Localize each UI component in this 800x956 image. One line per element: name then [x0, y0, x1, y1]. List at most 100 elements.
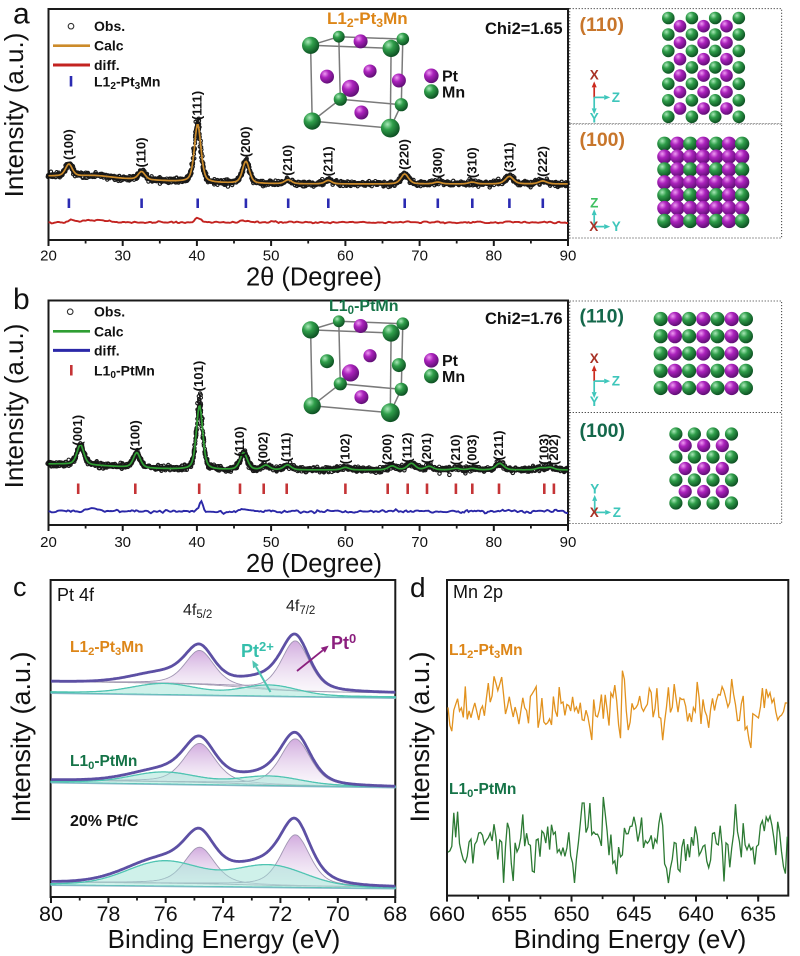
svg-text:Calc: Calc — [94, 323, 124, 339]
svg-text:(110): (110) — [580, 14, 624, 36]
svg-text:Chi2=1.76: Chi2=1.76 — [485, 310, 563, 328]
svg-text:(111): (111) — [279, 433, 294, 462]
svg-text:Z: Z — [612, 90, 620, 105]
svg-text:diff.: diff. — [94, 342, 120, 358]
svg-text:Mn: Mn — [442, 85, 465, 102]
svg-text:(002): (002) — [256, 432, 271, 463]
svg-text:Pt: Pt — [442, 353, 459, 370]
svg-text:(202): (202) — [546, 434, 561, 465]
svg-text:660: 660 — [429, 902, 465, 926]
svg-text:70: 70 — [411, 534, 428, 551]
svg-text:90: 90 — [560, 248, 577, 265]
svg-text:Pt0​: Pt0​ — [331, 631, 356, 653]
svg-text:(110): (110) — [580, 306, 624, 328]
svg-text:645: 645 — [616, 902, 652, 926]
svg-text:80: 80 — [485, 248, 502, 265]
svg-text:635: 635 — [740, 902, 776, 926]
svg-text:(210): (210) — [280, 145, 295, 176]
svg-text:(101): (101) — [191, 361, 206, 392]
svg-text:70: 70 — [326, 902, 350, 926]
svg-text:Mn: Mn — [442, 369, 465, 386]
svg-text:20: 20 — [40, 248, 57, 265]
svg-text:(220): (220) — [397, 139, 412, 170]
svg-text:90: 90 — [560, 534, 577, 551]
svg-text:655: 655 — [491, 902, 527, 926]
svg-text:(310): (310) — [464, 147, 479, 178]
svg-text:Intensity (a.u.): Intensity (a.u.) — [0, 33, 29, 198]
svg-text:(103): (103) — [536, 434, 551, 465]
svg-text:Y: Y — [590, 394, 599, 409]
svg-text:(100): (100) — [127, 420, 142, 451]
svg-text:d: d — [410, 572, 426, 603]
svg-text:78: 78 — [96, 902, 120, 926]
svg-text:X: X — [590, 505, 599, 520]
svg-text:40: 40 — [189, 534, 206, 551]
svg-text:L12​-Pt3​Mn: L12​-Pt3​Mn — [327, 9, 408, 30]
svg-text:Z: Z — [612, 374, 620, 389]
svg-text:(112): (112) — [400, 433, 415, 463]
svg-text:Pt2+​: Pt2+​ — [241, 639, 274, 661]
svg-text:Chi2=1.65: Chi2=1.65 — [485, 20, 563, 38]
svg-text:X: X — [590, 351, 599, 366]
svg-text:640: 640 — [678, 902, 714, 926]
svg-text:4f7/2​: 4f7/2​ — [286, 598, 315, 617]
svg-text:(210): (210) — [448, 435, 463, 466]
svg-text:Intensity (a.u.): Intensity (a.u.) — [405, 651, 435, 822]
svg-text:(102): (102) — [337, 434, 352, 465]
svg-text:Z: Z — [590, 196, 598, 211]
svg-text:(222): (222) — [535, 146, 550, 177]
svg-text:50: 50 — [263, 248, 280, 265]
svg-text:L12​-Pt3​Mn: L12​-Pt3​Mn — [449, 642, 523, 661]
svg-text:Z: Z — [613, 505, 621, 520]
svg-text:L10​-PtMn: L10​-PtMn — [449, 781, 516, 800]
svg-text:4f5/2​: 4f5/2​ — [183, 602, 212, 621]
svg-text:Pt 4f: Pt 4f — [57, 585, 95, 605]
svg-text:(200): (200) — [380, 434, 395, 465]
svg-text:Obs.: Obs. — [94, 18, 125, 34]
svg-text:L10​-PtMn: L10​-PtMn — [70, 753, 137, 772]
svg-text:(110): (110) — [232, 427, 247, 457]
svg-text:30: 30 — [114, 248, 131, 265]
svg-text:70: 70 — [411, 248, 428, 265]
svg-text:60: 60 — [337, 248, 354, 265]
svg-text:(200): (200) — [238, 127, 253, 158]
svg-text:(300): (300) — [430, 147, 445, 178]
svg-text:20: 20 — [40, 534, 57, 551]
svg-text:80: 80 — [39, 902, 63, 926]
svg-text:40: 40 — [189, 248, 206, 265]
svg-text:50: 50 — [263, 534, 280, 551]
svg-text:(311): (311) — [501, 142, 516, 172]
svg-text:20% Pt/C: 20% Pt/C — [70, 813, 139, 830]
svg-text:650: 650 — [554, 902, 590, 926]
svg-text:2θ (Degree): 2θ (Degree) — [246, 264, 382, 292]
svg-text:(100): (100) — [580, 129, 626, 151]
svg-text:80: 80 — [485, 534, 502, 551]
svg-text:74: 74 — [211, 902, 235, 926]
svg-text:(201): (201) — [419, 433, 434, 464]
svg-text:Binding Energy (eV): Binding Energy (eV) — [108, 924, 341, 954]
svg-text:b: b — [13, 283, 30, 316]
svg-text:L10​-PtMn: L10​-PtMn — [329, 298, 399, 317]
svg-text:diff.: diff. — [94, 57, 120, 73]
svg-text:Obs.: Obs. — [94, 304, 125, 320]
svg-text:a: a — [13, 0, 30, 30]
svg-text:30: 30 — [114, 534, 131, 551]
svg-text:Binding Energy (eV): Binding Energy (eV) — [514, 924, 747, 954]
svg-text:(003): (003) — [464, 435, 479, 466]
svg-text:L12​-Pt3​Mn: L12​-Pt3​Mn — [70, 639, 144, 658]
svg-text:(110): (110) — [134, 137, 149, 167]
svg-text:60: 60 — [337, 534, 354, 551]
svg-text:L10​-PtMn: L10​-PtMn — [94, 363, 155, 382]
svg-text:76: 76 — [154, 902, 178, 926]
svg-text:(111): (111) — [190, 91, 205, 120]
svg-text:(100): (100) — [580, 420, 626, 442]
svg-text:(001): (001) — [70, 415, 85, 446]
svg-text:c: c — [13, 572, 27, 602]
svg-text:Intensity (a.u.): Intensity (a.u.) — [0, 324, 29, 489]
svg-text:(100): (100) — [61, 129, 76, 160]
svg-text:Y: Y — [590, 481, 599, 496]
svg-text:(211): (211) — [491, 430, 506, 460]
svg-text:Y: Y — [612, 219, 621, 234]
svg-text:Pt: Pt — [442, 69, 459, 86]
svg-text:2θ (Degree): 2θ (Degree) — [246, 550, 382, 578]
